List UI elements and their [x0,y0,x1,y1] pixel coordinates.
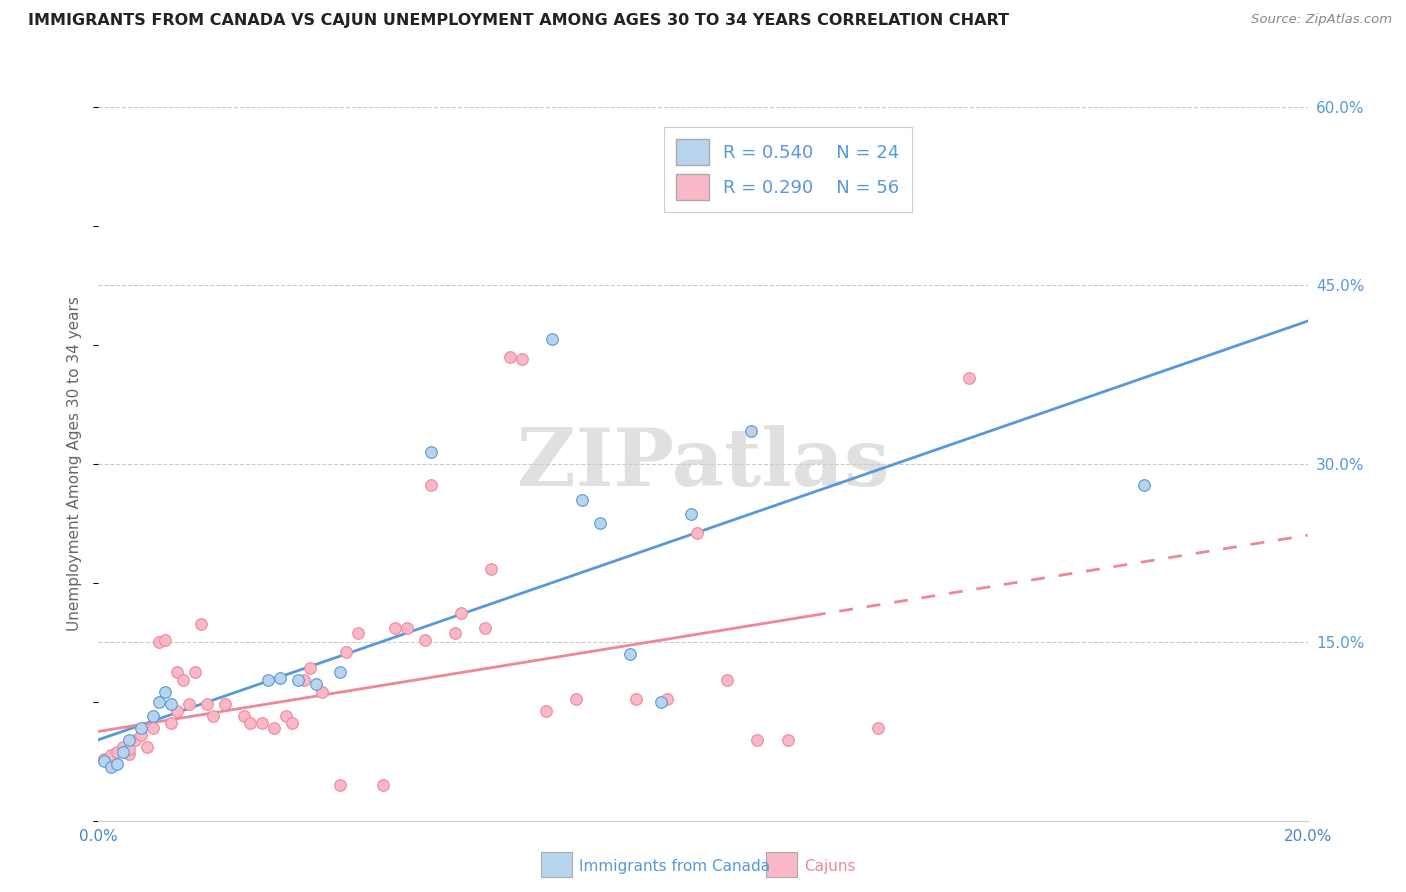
Point [686,525,709,540]
Point [299,661,322,675]
Point [256,673,278,688]
Point [868,721,890,735]
Point [202,709,225,723]
Point [111,739,134,754]
Point [776,732,799,747]
Point [129,728,152,742]
Text: Immigrants from Canada: Immigrants from Canada [579,859,770,873]
Point [232,709,254,723]
Point [589,516,612,531]
Point [184,665,207,679]
Point [420,478,443,492]
Point [124,732,146,747]
Point [93,754,115,768]
Point [263,721,285,735]
Point [274,709,297,723]
Point [498,350,520,364]
Point [153,685,176,699]
Point [148,635,170,649]
Point [239,716,262,731]
Text: IMMIGRANTS FROM CANADA VS CAJUN UNEMPLOYMENT AMONG AGES 30 TO 34 YEARS CORRELATI: IMMIGRANTS FROM CANADA VS CAJUN UNEMPLOY… [28,13,1010,29]
Point [619,647,641,661]
Point [179,697,201,711]
Text: Source: ZipAtlas.com: Source: ZipAtlas.com [1251,13,1392,27]
Point [311,685,333,699]
Point [510,352,533,367]
Point [129,721,152,735]
Point [540,332,562,346]
Point [329,778,352,792]
Point [650,695,672,709]
Point [420,445,443,459]
Point [747,732,769,747]
Point [292,673,315,688]
Point [1133,478,1156,492]
Point [655,692,678,706]
Point [135,739,157,754]
Legend: R = 0.540    N = 24, R = 0.290    N = 56: R = 0.540 N = 24, R = 0.290 N = 56 [664,127,912,212]
Point [571,492,593,507]
Point [195,697,218,711]
Point [395,621,418,635]
Point [335,645,357,659]
Y-axis label: Unemployment Among Ages 30 to 34 years: Unemployment Among Ages 30 to 34 years [67,296,83,632]
Text: ZIPatlas: ZIPatlas [517,425,889,503]
Point [347,625,370,640]
Point [305,677,328,691]
Point [250,716,273,731]
Point [214,697,236,711]
Point [679,507,702,521]
Point [626,692,648,706]
Point [148,695,170,709]
Point [142,709,165,723]
Point [100,760,122,774]
Point [384,621,406,635]
Point [565,692,588,706]
Point [100,756,122,771]
Text: Cajuns: Cajuns [804,859,856,873]
Point [281,716,304,731]
Point [474,621,496,635]
Point [118,747,141,761]
Point [100,748,122,763]
Point [450,606,472,620]
Point [160,697,183,711]
Point [93,752,115,766]
Point [534,704,557,718]
Point [111,745,134,759]
Point [118,732,141,747]
Point [142,721,165,735]
Point [269,671,291,685]
Point [166,665,188,679]
Point [166,704,188,718]
Point [740,424,762,438]
Point [160,716,183,731]
Point [172,673,194,688]
Point [371,778,394,792]
Point [716,673,738,688]
Point [444,625,467,640]
Point [153,632,176,647]
Point [190,617,212,632]
Point [329,665,352,679]
Point [287,673,309,688]
Point [957,371,980,385]
Point [105,745,128,759]
Point [105,756,128,771]
Point [118,742,141,756]
Point [413,632,436,647]
Point [481,561,503,575]
